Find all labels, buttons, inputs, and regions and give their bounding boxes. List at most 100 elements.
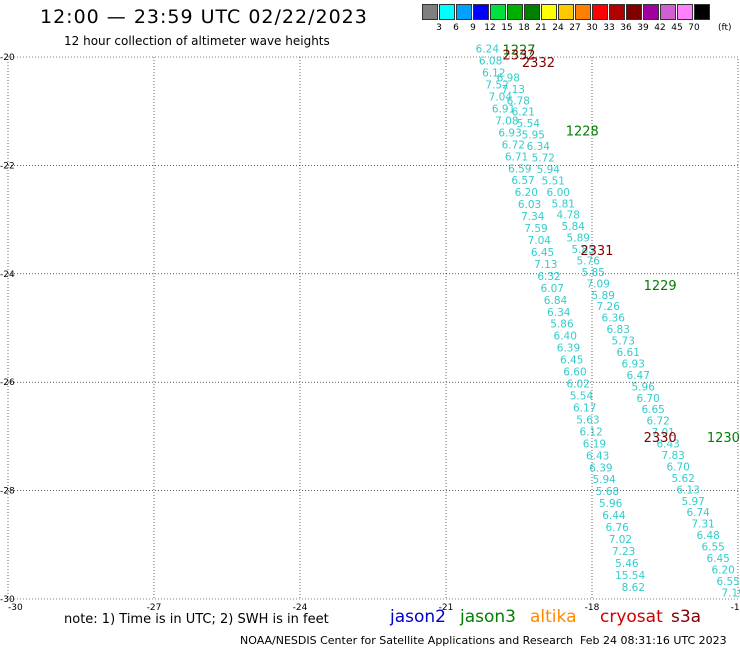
swh-value: 6.20 (711, 564, 734, 576)
swh-value: 6.70 (666, 461, 689, 473)
swh-value: 6.40 (554, 331, 577, 343)
footnote: note: 1) Time is in UTC; 2) SWH is in fe… (64, 612, 329, 627)
track-b: 6.987.136.786.215.545.956.345.725.945.51… (497, 72, 740, 599)
swh-value: 5.63 (576, 414, 599, 426)
colorbar-swatch (575, 4, 591, 20)
swh-value: 7.04 (489, 92, 513, 104)
map-title: 12:00 — 23:59 UTC 02/22/2023 (40, 6, 368, 28)
pass-number-label: 2330 (644, 431, 677, 446)
swh-value: 15.54 (615, 570, 645, 582)
mission-legend-item: jason3 (460, 607, 516, 627)
swh-value: 6.08 (479, 56, 502, 68)
colorbar-tick-label: 9 (470, 23, 476, 33)
swh-value: 6.00 (547, 187, 570, 199)
colorbar-swatch (643, 4, 659, 20)
swh-value: 6.17 (573, 402, 596, 414)
colorbar-swatch (677, 4, 693, 20)
swh-value: 6.32 (537, 271, 560, 283)
swh-value: 6.60 (563, 367, 586, 379)
swh-value: 6.03 (518, 199, 541, 211)
swh-value: 8.62 (622, 582, 645, 594)
swh-value: 7.31 (691, 519, 714, 531)
swh-value: 7.23 (612, 546, 635, 558)
colorbar-swatch (660, 4, 676, 20)
swh-value: 6.72 (646, 416, 669, 428)
pass-number-label: 2332 (522, 56, 555, 71)
swh-value: 5.72 (532, 152, 555, 164)
longitude-label: -15 (731, 603, 740, 613)
swh-value: 7.19 (721, 587, 740, 599)
swh-value: 6.57 (511, 175, 534, 187)
generated-timestamp: Feb 24 08:31:16 UTC 2023 (580, 634, 727, 647)
swh-value: 6.84 (544, 295, 568, 307)
longitude-label: -21 (439, 603, 454, 613)
colorbar-swatch (473, 4, 489, 20)
colorbar-swatch (490, 4, 506, 20)
swh-value: 6.24 (476, 44, 500, 56)
swh-value: 7.83 (661, 450, 684, 462)
swh-value: 5.62 (671, 473, 694, 485)
colorbar-swatch (626, 4, 642, 20)
swh-value: 7.13 (502, 84, 525, 96)
track-a: 6.246.086.127.527.046.917.086.936.726.71… (476, 44, 646, 594)
swh-value: 7.59 (524, 223, 547, 235)
axis-labels: -20 -22 -24 -26 -28 -30 -27 -24 -21 -18 -15 -30 (0, 53, 740, 613)
swh-value: 6.43 (656, 439, 679, 451)
swh-value: 6.12 (579, 426, 602, 438)
swh-value: 4.78 (557, 210, 580, 222)
swh-value: 5.89 (567, 233, 590, 245)
colorbar-swatch (694, 4, 710, 20)
map-grid (7, 56, 739, 600)
swh-value: 5.85 (582, 267, 605, 279)
swh-value: 6.20 (515, 187, 538, 199)
swh-value: 6.65 (641, 404, 664, 416)
colorbar-tick-label: 6 (453, 23, 459, 33)
colorbar-tick-label: 45 (671, 23, 683, 33)
swh-value: 5.46 (615, 558, 639, 570)
swh-value: 5.68 (596, 486, 619, 498)
mission-legend-item: cryosat (600, 607, 663, 627)
swh-value: 5.89 (592, 290, 615, 302)
pass-number-label: 2332 (502, 49, 535, 64)
swh-value: 6.71 (505, 151, 528, 163)
swh-value: 6.07 (541, 283, 564, 295)
swh-value: 6.45 (560, 355, 583, 367)
swh-value: 6.45 (531, 247, 554, 259)
credit-line: NOAA/NESDIS Center for Satellite Applica… (240, 634, 574, 647)
colorbar-tick-label: 70 (688, 23, 700, 33)
swh-value: 6.39 (557, 343, 580, 355)
colorbar-tick-label: 3 (436, 23, 442, 33)
swh-value: 6.21 (512, 107, 535, 119)
swh-value: 6.61 (617, 347, 640, 359)
swh-value: 6.36 (602, 313, 626, 325)
swh-value: 7.02 (609, 534, 632, 546)
swh-value: 7.09 (587, 278, 610, 290)
swh-value: 6.76 (605, 522, 629, 534)
swh-value: 6.43 (586, 450, 609, 462)
latitude-label: -22 (0, 161, 15, 171)
swh-value: 5.86 (550, 319, 574, 331)
swh-value: 5.73 (612, 336, 635, 348)
map-subtitle: 12 hour collection of altimeter wave hei… (64, 34, 330, 48)
latitude-label: -26 (0, 378, 15, 388)
colorbar-swatch (592, 4, 608, 20)
swh-value: 7.01 (651, 427, 674, 439)
swh-value: 5.97 (681, 496, 704, 508)
pass-number-label: 1229 (644, 279, 677, 294)
colorbar-tick-label: 18 (518, 23, 530, 33)
swh-value: 5.54 (517, 118, 541, 130)
colorbar-swatch (524, 4, 540, 20)
mission-legend-item: altika (530, 607, 577, 627)
swh-value: 6.70 (636, 393, 659, 405)
swh-value: 5.95 (522, 130, 545, 142)
swh-value: 6.39 (589, 462, 612, 474)
swh-value: 6.12 (482, 68, 505, 80)
colorbar-swatch (609, 4, 625, 20)
pass-number-label: 1228 (566, 125, 599, 140)
swh-value: 6.34 (547, 307, 571, 319)
swh-value: 6.45 (706, 553, 729, 565)
colorbar-legend (422, 4, 711, 20)
swh-value: 6.19 (583, 438, 606, 450)
longitude-label: -18 (585, 603, 600, 613)
